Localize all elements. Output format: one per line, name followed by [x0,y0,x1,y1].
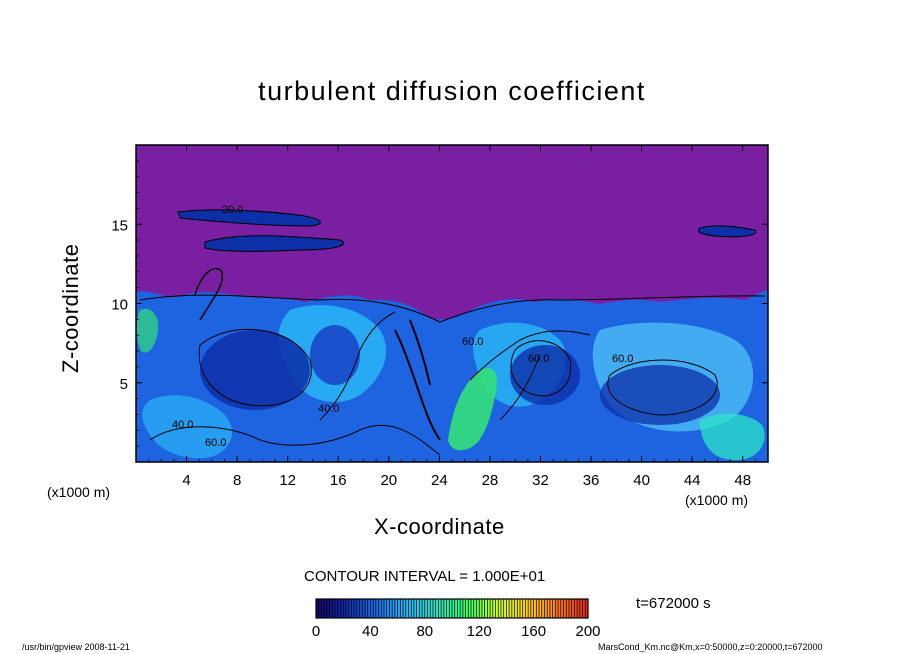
x-tick-label: 40 [633,472,650,489]
colorbar: 0 40 80 120 160 200 [312,598,601,640]
turbulent-layer: 20.0 60.0 60.0 60.0 40.0 40.0 60.0 [136,204,768,462]
contour-value-label: 60.0 [462,336,483,348]
x-tick-label: 36 [583,472,600,489]
y-tick-label: 5 [120,376,128,393]
colorbar-ticks: 0 40 80 120 160 200 [312,623,601,640]
contour-lines [139,294,766,456]
green-patch [700,413,765,461]
contour-value-label: 60.0 [612,353,633,365]
x-tick-label: 20 [380,472,397,489]
vortex-core [510,345,580,405]
footer-right: MarsCond_Km.nc@Km,x=0:50000,z=0:20000,t=… [598,642,823,652]
footer-left: /usr/bin/gpview 2008-11-21 [22,642,130,652]
colorbar-tick-label: 40 [362,623,379,640]
chart-title: turbulent diffusion coefficient [258,76,646,106]
x-unit-left: (x1000 m) [47,484,111,500]
x-tick-label: 4 [182,472,190,489]
contour-value-label: 60.0 [205,437,226,449]
green-plume [448,368,498,451]
x-tick-label: 8 [233,472,241,489]
cloud-streak [698,225,757,238]
contour-value-label: 40.0 [172,419,193,431]
colorbar-frame [315,598,589,619]
cloud-streak [204,235,345,252]
colorbar-tick-label: 80 [416,623,433,640]
colorbar-tick-label: 160 [521,623,546,640]
x-tick-label: 16 [330,472,347,489]
x-tick-label: 32 [532,472,549,489]
contour-value-label: 40.0 [318,403,339,415]
vortex-core [600,365,720,425]
contour-value-label: 20.0 [222,204,243,216]
x-tick-label: 44 [684,472,701,489]
x-axis-ticks: 4 8 12 16 20 24 28 32 36 40 44 48 [148,145,756,489]
colorbar-tick-label: 200 [575,623,600,640]
x-axis-label: X-coordinate [374,514,505,539]
contour-interval-label: CONTOUR INTERVAL = 1.000E+01 [304,568,546,585]
x-tick-label: 48 [734,472,751,489]
cyan-patch [142,395,233,459]
x-tick-label: 12 [279,472,296,489]
cloud-streak [194,267,224,321]
vortex-core [310,325,360,385]
y-tick-label: 10 [111,297,128,314]
vortex-core [200,330,310,410]
x-tick-label: 28 [482,472,499,489]
colorbar-tick-label: 120 [467,623,492,640]
colorbar-stripes [318,599,586,618]
x-tick-label: 24 [431,472,448,489]
y-tick-label: 15 [111,217,128,234]
contour-value-label: 60.0 [528,353,549,365]
x-unit-right: (x1000 m) [685,492,749,508]
y-axis-ticks: 5 10 15 [111,160,768,447]
colorbar-tick-label: 0 [312,623,320,640]
cloud-streak [177,209,321,227]
time-label: t=672000 s [636,595,711,612]
green-patch [136,308,159,353]
